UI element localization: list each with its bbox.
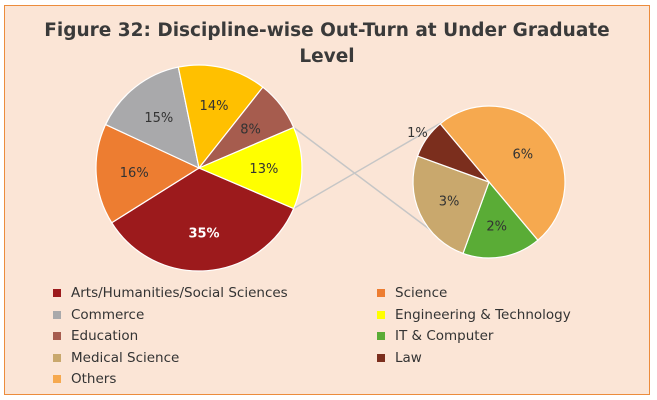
chart-legend: Arts/Humanities/Social Sciences Science Co… (5, 6, 649, 394)
breakout-slice-law (416, 122, 491, 184)
legend-swatch (53, 289, 61, 297)
legend-item-arts-humanities-social-sciences: Arts/Humanities/Social Sciences (53, 285, 288, 301)
legend-swatch (53, 332, 61, 340)
breakout-slice-medical-science (412, 155, 490, 255)
legend-item-science: Science (377, 285, 447, 301)
legend-swatch (53, 353, 61, 362)
chart-frame: Figure 32: Discipline-wise Out-Turn at U… (4, 5, 650, 395)
breakout-label-law: 1% (407, 126, 428, 141)
pie-slice-others (197, 126, 303, 210)
legend-swatch (377, 332, 385, 340)
legend-label: Arts/Humanities/Social Sciences (71, 285, 288, 301)
connector-line-top (293, 110, 461, 210)
legend-label: Others (71, 371, 117, 387)
breakout-slice-it-computer (462, 180, 539, 259)
pie-slice-arts-humanities-social-sciences (110, 167, 295, 272)
legend-swatch (53, 310, 61, 319)
chart-title: Figure 32: Discipline-wise Out-Turn at U… (5, 18, 649, 70)
legend-item-others: Others (53, 371, 116, 387)
legend-item-engineering-technology: Engineering & Technology (377, 307, 571, 323)
breakout-slice-others (439, 105, 566, 242)
legend-item-it-computer: IT & Computer (377, 328, 493, 344)
data-label-others: 13% (249, 162, 278, 177)
breakout-label-others: 6% (512, 148, 533, 163)
legend-label: Education (71, 328, 139, 344)
data-label-arts-humanities-social-sciences: 35% (188, 227, 219, 242)
data-label-science: 16% (120, 166, 149, 181)
legend-swatch (53, 375, 61, 383)
data-label-engineering-technology: 14% (200, 99, 229, 114)
legend-swatch (377, 289, 385, 297)
legend-label: IT & Computer (395, 328, 494, 344)
legend-swatch (377, 310, 385, 319)
data-label-commerce: 15% (144, 111, 173, 126)
breakout-label-medical-science: 3% (439, 195, 460, 210)
legend-item-commerce: Commerce (53, 307, 144, 323)
data-label-education: 8% (240, 123, 261, 138)
pie-slice-engineering-technology (177, 64, 264, 170)
legend-label: Commerce (71, 306, 145, 323)
legend-item-law: Law (377, 350, 422, 366)
pie-slice-science (95, 123, 201, 224)
legend-item-medical-science: Medical Science (53, 350, 179, 366)
legend-label: Law (395, 349, 422, 366)
chart-title-line-2: Level (299, 46, 355, 67)
legend-swatch (377, 353, 385, 362)
legend-label: Medical Science (71, 349, 180, 366)
chart-title-line-1: Figure 32: Discipline-wise Out-Turn at U… (44, 20, 610, 41)
legend-label: Engineering & Technology (395, 306, 571, 323)
legend-item-education: Education (53, 328, 138, 344)
breakout-label-it-computer: 2% (486, 219, 507, 234)
pie-of-pie-chart: 35% 16% 15% 14% 8% 13% 6% 2% 3% 1% (95, 64, 566, 272)
pie-slice-commerce (104, 66, 200, 170)
legend-label: Science (395, 285, 448, 301)
